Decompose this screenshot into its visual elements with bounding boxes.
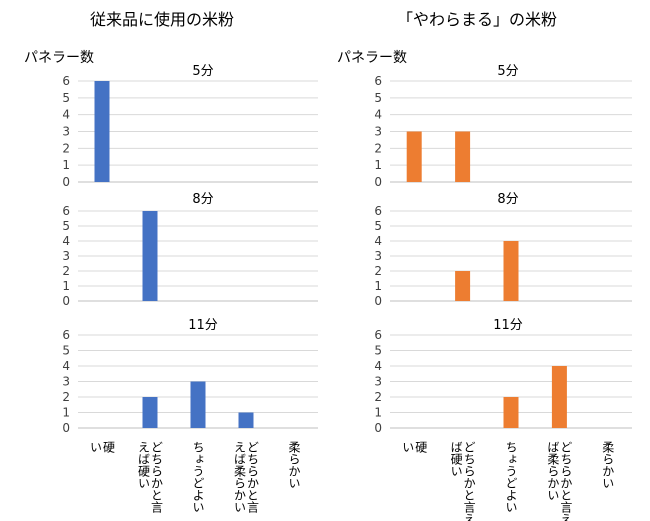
y-tick-label: 0 bbox=[62, 294, 70, 308]
x-tick-label: えば柔らかい bbox=[233, 441, 247, 513]
y-tick-label: 1 bbox=[374, 158, 382, 172]
x-tick-label: ちょうどよい bbox=[504, 441, 518, 513]
y-tick-label: 6 bbox=[374, 204, 382, 218]
y-tick-label: 2 bbox=[374, 141, 382, 155]
y-tick-label: 2 bbox=[62, 264, 70, 278]
x-tick-label: どちらかと言え bbox=[462, 441, 476, 521]
x-tick-label: い bbox=[89, 441, 103, 453]
y-tick-label: 4 bbox=[374, 108, 382, 122]
y-tick-label: 3 bbox=[374, 249, 382, 263]
y-axis-label-conventional: パネラー数 bbox=[24, 50, 94, 66]
x-tick-label: 柔らかい bbox=[601, 441, 615, 489]
y-tick-label: 1 bbox=[374, 279, 382, 293]
bar bbox=[190, 381, 206, 428]
x-tick-label: 柔らかい bbox=[287, 441, 301, 489]
chart-title: 11分 bbox=[188, 318, 218, 333]
y-tick-label: 0 bbox=[374, 294, 382, 308]
x-tick-label: ば柔らかい bbox=[546, 441, 560, 501]
chart-title: 11分 bbox=[493, 318, 523, 333]
x-tick-label: ちょうどよい bbox=[191, 441, 205, 513]
y-tick-label: 2 bbox=[62, 390, 70, 404]
y-tick-label: 6 bbox=[62, 328, 70, 342]
y-tick-label: 4 bbox=[62, 359, 70, 373]
y-tick-label: 5 bbox=[374, 91, 382, 105]
bar bbox=[94, 81, 110, 182]
y-tick-label: 2 bbox=[374, 264, 382, 278]
y-tick-label: 1 bbox=[62, 158, 70, 172]
panel-title-yawaramaru: 「やわらまる」の米粉 bbox=[396, 10, 558, 29]
y-tick-label: 4 bbox=[62, 108, 70, 122]
y-tick-label: 1 bbox=[62, 279, 70, 293]
bar bbox=[406, 131, 422, 182]
y-tick-label: 3 bbox=[374, 375, 382, 389]
bar bbox=[142, 211, 158, 301]
y-tick-label: 0 bbox=[374, 175, 382, 189]
y-tick-label: 5 bbox=[374, 219, 382, 233]
x-tick-label: どちらかと言え bbox=[559, 441, 573, 521]
y-tick-label: 3 bbox=[62, 375, 70, 389]
x-tick-label: どちらかと言 bbox=[150, 441, 164, 514]
x-tick-label: 硬 bbox=[102, 441, 116, 454]
x-tick-label: ば硬い bbox=[449, 441, 463, 477]
x-tick-label: どちらかと言 bbox=[246, 441, 260, 514]
y-tick-label: 6 bbox=[62, 204, 70, 218]
y-tick-label: 5 bbox=[62, 91, 70, 105]
y-tick-label: 0 bbox=[62, 175, 70, 189]
y-tick-label: 3 bbox=[62, 125, 70, 139]
y-tick-label: 6 bbox=[374, 328, 382, 342]
bar bbox=[503, 241, 519, 301]
x-tick-label: い bbox=[401, 441, 415, 453]
bar bbox=[455, 271, 471, 301]
bar bbox=[238, 412, 254, 428]
y-tick-label: 2 bbox=[62, 141, 70, 155]
y-tick-label: 4 bbox=[374, 359, 382, 373]
y-tick-label: 4 bbox=[62, 234, 70, 248]
y-tick-label: 6 bbox=[374, 74, 382, 88]
bar bbox=[551, 366, 567, 428]
y-tick-label: 5 bbox=[62, 344, 70, 358]
y-tick-label: 0 bbox=[374, 421, 382, 435]
chart-title: 8分 bbox=[497, 192, 518, 207]
y-tick-label: 5 bbox=[374, 344, 382, 358]
y-tick-label: 6 bbox=[62, 74, 70, 88]
x-tick-label: 硬 bbox=[414, 441, 428, 454]
y-tick-label: 3 bbox=[62, 249, 70, 263]
chart-title: 8分 bbox=[192, 192, 213, 207]
y-tick-label: 1 bbox=[62, 406, 70, 420]
x-tick-label: えば硬い bbox=[137, 441, 151, 489]
y-tick-label: 5 bbox=[62, 219, 70, 233]
y-tick-label: 1 bbox=[374, 406, 382, 420]
bar bbox=[455, 131, 471, 182]
y-tick-label: 0 bbox=[62, 421, 70, 435]
y-tick-label: 2 bbox=[374, 390, 382, 404]
bar bbox=[503, 397, 519, 428]
panel-title-conventional: 従来品に使用の米粉 bbox=[89, 10, 235, 29]
y-tick-label: 3 bbox=[374, 125, 382, 139]
bar bbox=[142, 397, 158, 428]
chart-title: 5分 bbox=[497, 64, 518, 79]
y-axis-label-yawaramaru: パネラー数 bbox=[337, 50, 407, 66]
y-tick-label: 4 bbox=[374, 234, 382, 248]
chart-title: 5分 bbox=[192, 64, 213, 79]
